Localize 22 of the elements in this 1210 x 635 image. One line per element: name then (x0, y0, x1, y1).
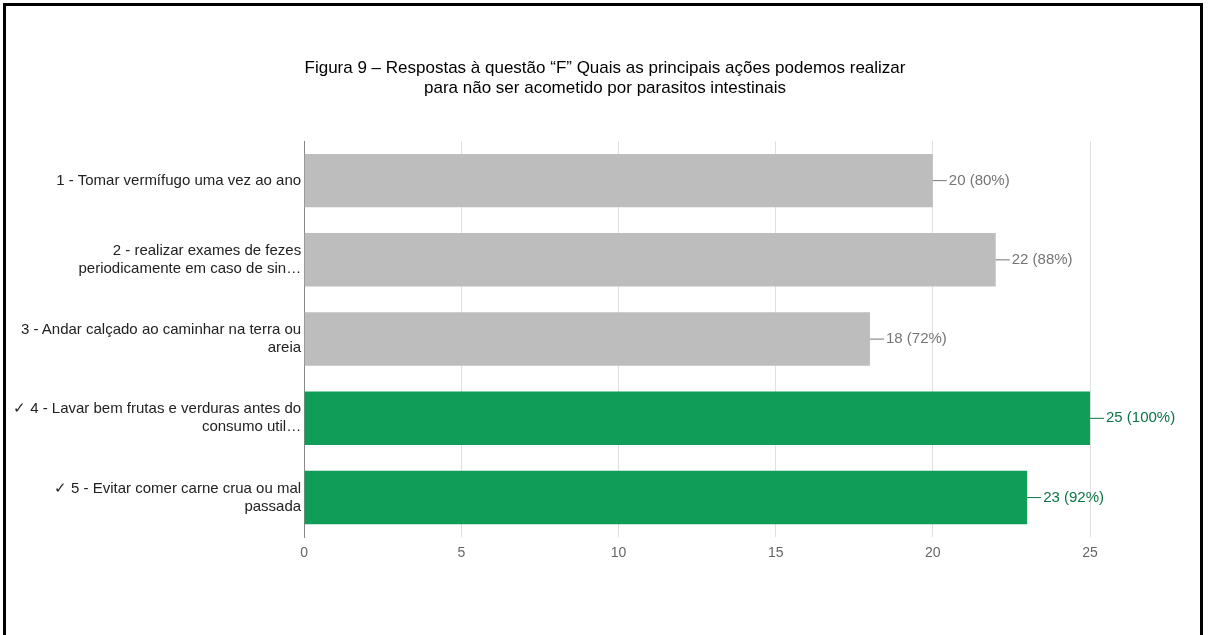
data-label: 25 (100%) (1106, 408, 1176, 426)
bar (304, 153, 933, 208)
y-tick-label: ✓ 4 - Lavar bem frutas e verduras antes do consumo util… (12, 399, 302, 435)
data-label: 23 (92%) (1043, 487, 1105, 505)
data-label: 20 (80%) (948, 170, 1010, 188)
chart-title: Figura 9 – Respostas à questão “F” Quais as principais ações podemos realizar para não ser acometido por parasitos intestinais (303, 58, 907, 98)
x-tick-label: 5 (457, 544, 466, 561)
y-tick-label: ✓ 5 - Evitar comer carne crua ou mal passada (53, 478, 302, 514)
data-label: 22 (88%) (1011, 250, 1073, 267)
bar (304, 312, 870, 366)
y-tick-label: 2 - realizar exames de fezes periodicamente em caso de sin… (78, 241, 302, 276)
x-tick-label: 0 (300, 544, 309, 561)
bar (304, 470, 1028, 525)
bar (304, 391, 1090, 446)
x-tick-label: 15 (767, 544, 784, 561)
x-tick-label: 10 (610, 544, 627, 561)
bar (304, 233, 996, 287)
y-tick-label: 3 - Andar calçado ao caminhar na terra ou areia (20, 320, 302, 356)
x-tick-label: 25 (1082, 544, 1098, 561)
data-label: 18 (72%) (885, 329, 947, 347)
x-tick-label: 20 (925, 544, 941, 561)
y-tick-label: 1 - Tomar vermífugo uma vez ao ano (56, 170, 302, 188)
